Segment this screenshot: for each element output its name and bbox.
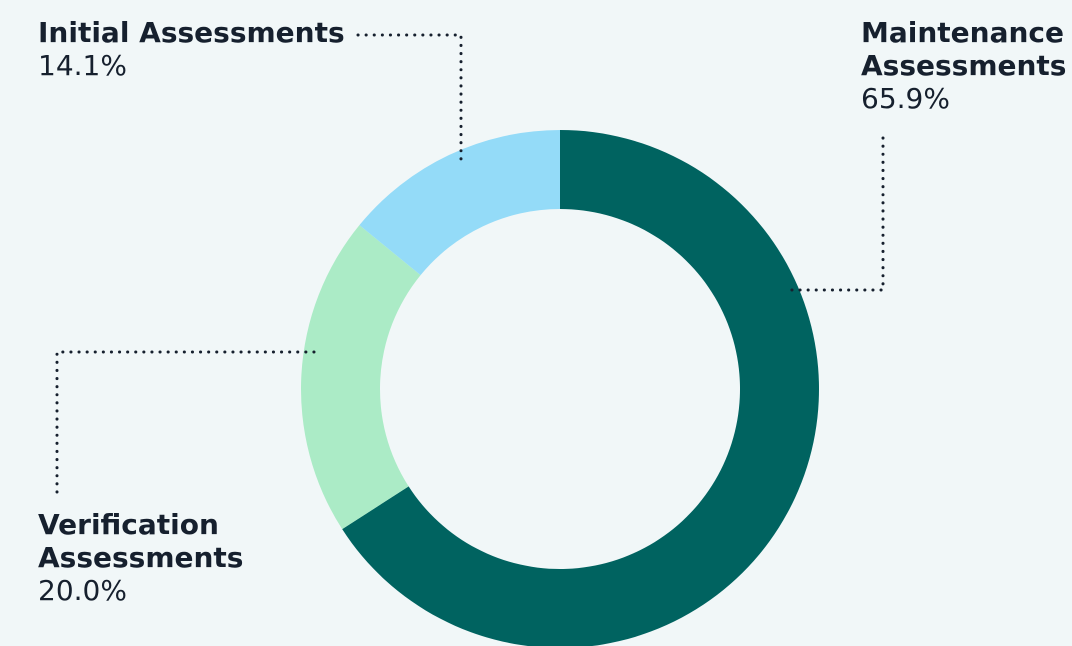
label-initial-assessments: Initial Assessments 14.1%	[38, 16, 345, 82]
slice-name-verification-line2: Assessments	[38, 541, 244, 574]
label-maintenance-assessments: Maintenance Assessments 65.9%	[861, 16, 1066, 115]
slice-percent-initial: 14.1%	[38, 49, 127, 82]
slice-percent-verification: 20.0%	[38, 574, 127, 607]
donut-slices	[301, 130, 819, 646]
donut-slice-maintenance-assessments	[342, 130, 819, 646]
label-verification-assessments: Verification Assessments 20.0%	[38, 508, 243, 607]
leader-line-maintenance	[784, 136, 885, 292]
donut-slice-verification-assessments	[301, 225, 421, 530]
slice-name-verification-line1: Verification	[38, 508, 219, 541]
slice-name-initial: Initial Assessments	[38, 16, 345, 49]
slice-name-maintenance-line1: Maintenance	[861, 16, 1065, 49]
slice-name-maintenance-line2: Assessments	[861, 49, 1067, 82]
leader-line-verification	[55, 350, 316, 498]
donut-slice-initial-assessments	[359, 130, 560, 276]
slice-percent-maintenance: 65.9%	[861, 82, 950, 115]
leader-line-initial	[356, 33, 463, 164]
leader-lines	[55, 33, 885, 498]
